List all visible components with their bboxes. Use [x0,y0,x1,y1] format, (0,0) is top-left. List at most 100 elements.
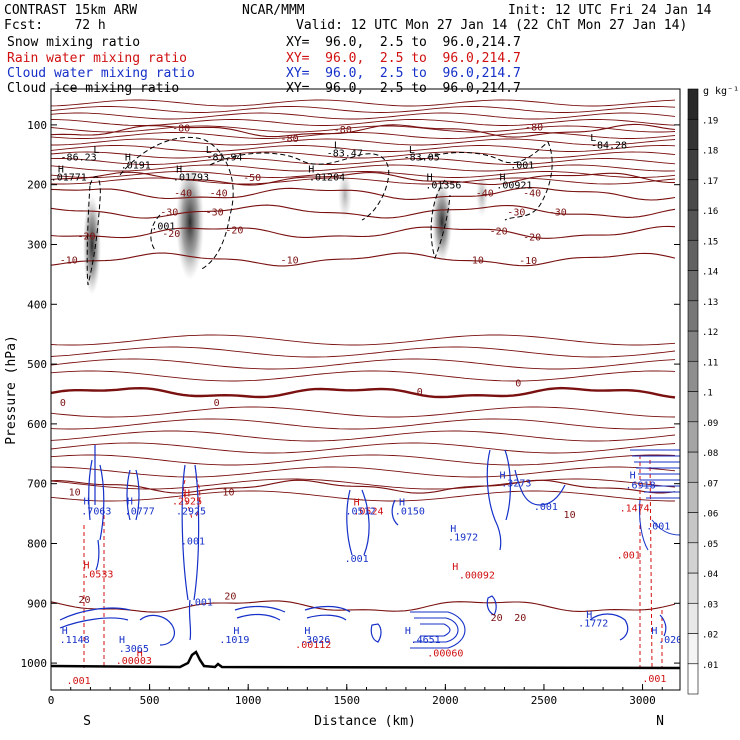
isotherm-label: -10 [60,255,78,266]
isotherm-upper [51,171,676,178]
isotherm-lower [51,442,676,454]
isotherm-upper [51,177,676,185]
cloud-water-contour [126,469,140,521]
isotherm-upper [51,99,676,107]
rain-maximum-label: H [137,648,143,659]
isotherm-lower [51,466,676,478]
colorbar-swatch [687,239,699,271]
y-tick-label: 600 [27,418,47,431]
snow-maximum-label: .01793 [173,172,209,183]
snow-maximum-label: .01356 [425,181,461,192]
isotherm-upper [51,138,676,146]
x-tick-label: 1000 [235,694,262,707]
isotherm-label: -20 [225,226,243,237]
temperature-isotherms [51,99,676,613]
isotherm-label: -40 [210,188,228,199]
cloud-water-maximum-label: H [500,471,506,482]
x-axis-label: Distance (km) [314,714,416,729]
colorbar-swatch [687,421,699,453]
isotherm-label: -30 [507,208,525,219]
colorbar-label: .07 [702,479,718,489]
isotherm-upper [51,125,676,133]
isotherm-lower [51,418,676,430]
rain-contour [83,515,105,668]
rain-maximum-label: .0524 [353,507,383,518]
rain-maximum-label: .0533 [83,569,113,580]
colorbar-swatch [687,149,699,181]
cloud-water-contour [486,595,497,616]
isotherm-label: -20 [490,227,508,238]
snow-plume [83,195,101,295]
isotherm-upper [51,145,676,152]
cloud-water-maximum-label: .4651 [411,635,441,646]
cloud-water-contour [486,449,511,551]
cloud-water-maximum-label: .6918 [626,480,656,491]
field-label-rain: Rain water mixing ratio [7,51,188,66]
cloud-water-maximum-label: .001 [345,554,369,565]
isotherm-label: -30 [206,208,224,219]
rain-maximum-label: .001 [642,674,666,685]
isotherm-lower [51,370,676,382]
colorbar-swatch [687,118,699,150]
snow-maximum-label: L [334,141,340,152]
isotherm-upper [51,112,676,120]
x-tick-label: 3000 [629,694,656,707]
colorbar: .01 .02 .03 .04 .05 .06 .07 .08 .09 .1 .11 .12 .13 .1… [687,88,718,695]
snow-maximum-label: -83.47 [327,148,363,159]
isotherm-upper [51,151,676,159]
isotherm-label: -20 [162,229,180,240]
contour-labels: -80-80-80 -80-50-40 -40 -40 -40-30 -30 -30 -30-… [51,123,682,687]
cloud-water-maximum-label: .0512 [346,507,376,518]
cloud-water-maximum-label: .1148 [60,635,90,646]
cloud-water-contour [630,449,680,551]
y-tick-label: 800 [27,537,47,550]
colorbar-label: .16 [702,207,718,217]
colorbar-label: .09 [702,419,718,429]
snow-maximum-label: .01204 [309,172,345,183]
cloud-water-contour [139,614,175,646]
cloud-water-maximum-label: .001 [646,522,670,533]
y-tick-label: 400 [27,298,47,311]
snow-plume [432,182,452,262]
cloud-water-contour [589,613,629,641]
cloud-ice-contours [86,136,553,286]
x-axis: 0 500 1000 1500 2000 2500 3000 [48,684,663,707]
snow-maximum-label: -84.28 [591,141,627,152]
cloud-water-contour [304,605,351,621]
isotherm-upper [51,119,676,126]
isotherm--80 [51,123,676,138]
snow-maximum-label: .00921 [496,181,532,192]
snow-plume [338,170,352,220]
rain-maximum-label: H [354,498,360,509]
cloud-water-contour [234,605,286,621]
cloud-water-maximum-label: .1772 [578,618,608,629]
init-time: Init: 12 UTC Fri 24 Jan 14 [508,3,712,18]
isotherm-0 [51,386,676,399]
center-name: NCAR/MMM [242,3,305,18]
cloud-water-contour [181,464,200,641]
colorbar-label: .02 [702,631,718,641]
colorbar-swatch [687,179,699,211]
cloud-water-contour [370,623,382,643]
isotherm-label: 0 [214,398,220,409]
cloud-water-maximum-label: .020 [658,635,682,646]
rain-maximum-label: .1474 [620,504,650,515]
isotherm-label: -40 [476,188,494,199]
y-tick-label: 500 [27,358,47,371]
rain-maximum-label: .2925 [172,496,202,507]
isotherm-10 [51,479,676,494]
isotherm-lower [51,358,676,370]
isotherm-lower [51,346,676,358]
isotherm-label: -80 [334,125,352,136]
colorbar-label: .13 [702,298,718,308]
rain-maximum-label: .00003 [116,656,152,667]
cloud-ice-contour [86,176,101,286]
isotherm-label: 0 [60,398,66,409]
cloud-water-maximum-label: .001 [181,536,205,547]
cloud-water-contours [59,445,680,649]
colorbar-label: .14 [702,268,718,278]
isotherm-label: -10 [519,256,537,267]
snow-maximum-label: -81.94 [206,153,242,164]
forecast-hour: Fcst: 72 h [4,18,106,33]
